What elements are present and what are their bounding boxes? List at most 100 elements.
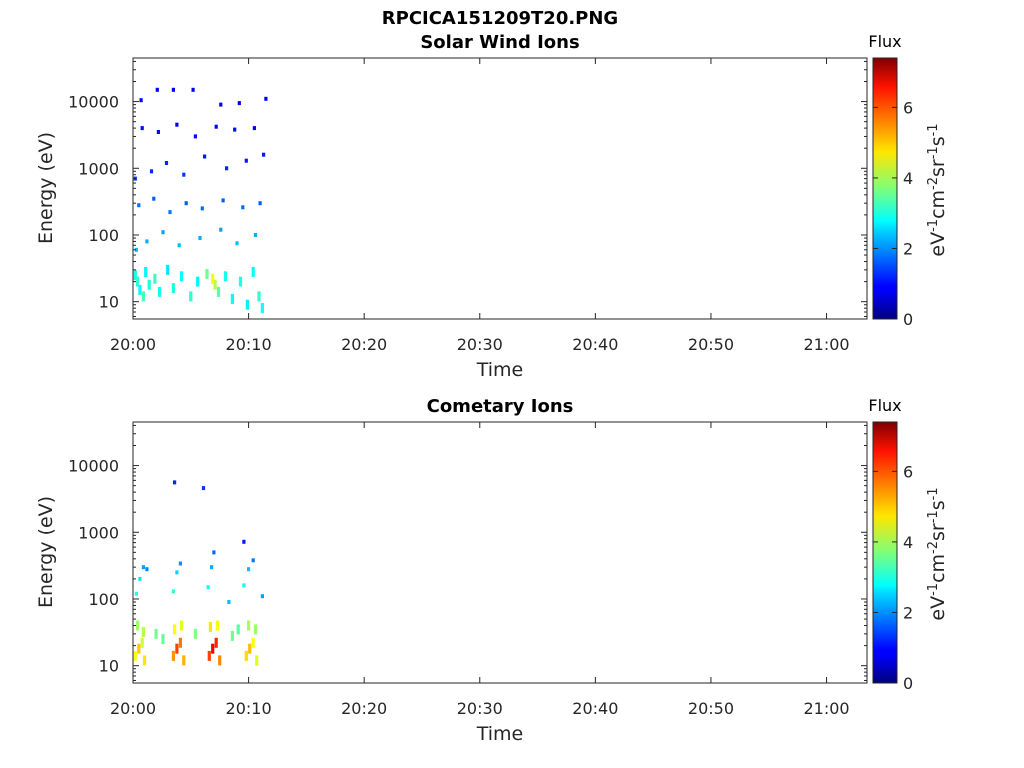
x-axis-ticks: 20:00 20:10 20:20 20:30 20:40 20:50 21:00	[110, 422, 850, 718]
spectrogram-cell	[258, 201, 262, 206]
spectrogram-cell	[171, 589, 175, 594]
spectrogram-cell	[138, 284, 142, 295]
spectrogram-cell	[238, 276, 243, 287]
panel-title: Solar Wind Ions	[420, 32, 579, 53]
figure-title: RPCICA151209T20.PNG	[382, 8, 618, 29]
colorbar-title: Flux	[868, 396, 901, 415]
y-tick-label: 10	[99, 657, 119, 676]
spectrogram-cell	[140, 126, 144, 131]
spectrogram-cell	[206, 585, 210, 590]
spectrogram-cell	[230, 293, 234, 304]
x-tick-label: 20:50	[688, 335, 734, 354]
spectrogram-cell	[133, 270, 137, 281]
spectrogram-cell	[219, 102, 223, 107]
spectrogram-cell	[235, 241, 239, 246]
spectrogram-cell	[260, 594, 264, 599]
x-tick-label: 20:20	[341, 335, 387, 354]
colorbar-tick-label: 6	[903, 462, 913, 481]
spectrogram-cell	[147, 279, 151, 290]
colorbar-gradient	[872, 57, 898, 320]
spectrogram-cell	[241, 205, 245, 210]
spectrogram-cell	[191, 87, 195, 92]
spectrogram-cell	[161, 230, 165, 235]
y-tick-label: 10	[99, 293, 119, 312]
spectrogram-cell	[145, 567, 149, 572]
spectrogram-cell	[155, 87, 159, 92]
spectrogram-cell	[203, 154, 207, 159]
colorbar-ticks: 0 2 4 6	[873, 462, 913, 693]
spectrogram-cell	[227, 600, 231, 604]
cometary-ions-panel: Cometary Ions 20:00 20:10 20:20 20:30 20:40 2…	[35, 396, 949, 745]
spectrogram-cell	[193, 134, 197, 139]
spectrogram-cell	[247, 567, 251, 572]
spectrogram-cell	[253, 233, 258, 237]
spectrogram-cell	[173, 480, 177, 485]
spectrogram-cell	[141, 291, 145, 302]
y-tick-label: 10000	[68, 457, 119, 476]
spectrogram-cell	[211, 643, 215, 654]
y-tick-label: 10000	[68, 93, 119, 112]
colorbar-label: eV-1cm-2sr-1s-1	[926, 123, 950, 256]
x-tick-label: 20:20	[341, 699, 387, 718]
colorbar-tick-label: 6	[903, 98, 913, 117]
spectrogram-cell	[158, 286, 162, 297]
spectrogram-cell	[179, 271, 184, 282]
spectrogram-cell	[233, 127, 237, 132]
plot-frame	[132, 57, 868, 320]
y-axis-label: Energy (eV)	[35, 132, 57, 244]
y-axis-ticks: 10 100 1000 10000	[68, 424, 867, 681]
y-tick-label: 1000	[78, 159, 119, 178]
spectrogram-cell	[255, 655, 259, 666]
colorbar-tick-label: 0	[903, 674, 913, 693]
spectrogram-cell	[171, 650, 175, 661]
x-tick-label: 20:00	[110, 335, 156, 354]
spectrogram-cell	[166, 264, 170, 275]
colorbar-tick-label: 4	[903, 533, 913, 552]
spectrogram-cell	[221, 198, 225, 203]
colorbar-title: Flux	[868, 32, 901, 51]
spectrogram-cell	[257, 291, 261, 302]
spectrogram-cell	[211, 273, 215, 284]
spectrogram-cell	[215, 620, 219, 631]
spectrogram-cell	[230, 630, 234, 641]
spectrogram-cell	[247, 620, 251, 631]
plot-frame	[132, 421, 868, 684]
spectrogram-cell	[154, 628, 158, 639]
spectrogram-cell	[144, 266, 148, 277]
spectrogram-cell	[252, 126, 256, 131]
spectrogram-cell	[168, 210, 172, 215]
y-axis-ticks: 10 100 1000 10000	[68, 60, 867, 317]
x-tick-label: 21:00	[803, 335, 849, 354]
spectrogram-cell	[262, 152, 266, 157]
spectrogram-cell	[219, 227, 223, 232]
spectrogram-cell	[156, 130, 160, 134]
colorbar-gradient	[872, 421, 898, 684]
spectrogram-cells	[133, 87, 268, 314]
spectrogram-cell	[244, 158, 248, 163]
colorbar-tick-label: 4	[903, 169, 913, 188]
spectrogram-cell	[216, 286, 221, 297]
spectrogram-cell	[264, 96, 268, 101]
spectrogram-cell	[237, 101, 241, 106]
x-tick-label: 20:50	[688, 699, 734, 718]
spectrogram-cell	[161, 634, 165, 645]
colorbar: Flux 0 2 4 6 eV-1cm-2sr-1s-1	[868, 396, 949, 693]
spectrogram-cell	[171, 283, 175, 294]
colorbar: Flux 0 2 4 6 eV-1cm-2sr-1s-1	[868, 32, 949, 329]
panel-title: Cometary Ions	[427, 396, 574, 417]
spectrogram-cell	[210, 565, 214, 570]
spectrogram-cell	[178, 637, 182, 648]
spectrogram-cell	[179, 620, 184, 631]
y-tick-label: 100	[88, 590, 119, 609]
spectrogram-cell	[140, 637, 144, 648]
spectrogram-cell	[133, 650, 137, 661]
colorbar-tick-label: 0	[903, 310, 913, 329]
spectrogram-cell	[173, 624, 177, 635]
spectrogram-cell	[193, 628, 197, 639]
x-tick-label: 20:10	[226, 335, 272, 354]
spectrogram-cell	[245, 299, 249, 310]
spectrogram-cell	[242, 539, 246, 544]
spectrogram-cell	[178, 561, 182, 566]
x-tick-label: 20:40	[572, 335, 618, 354]
